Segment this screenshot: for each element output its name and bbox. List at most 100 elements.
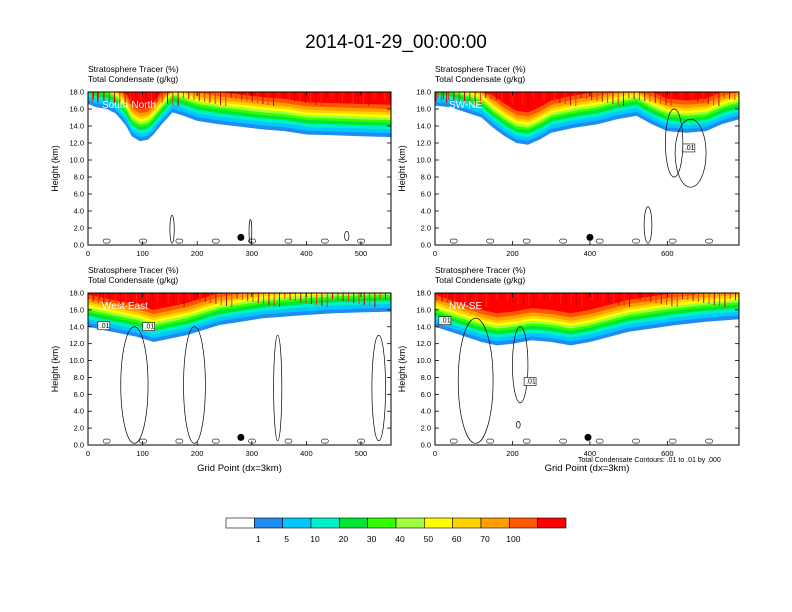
x-tick-label: 600 xyxy=(661,449,674,458)
condensate-contour xyxy=(512,326,529,404)
panel-subtitle-line: Stratosphere Tracer (%) xyxy=(88,64,179,74)
condensate-contour-small xyxy=(632,238,640,244)
condensate-contour-small xyxy=(522,238,531,244)
x-tick-label: 300 xyxy=(246,449,259,458)
condensate-contour-small xyxy=(668,438,677,444)
axes-frame xyxy=(87,91,392,246)
y-tick-label: 2.0 xyxy=(74,224,84,233)
condensate-contour-small xyxy=(449,438,458,444)
contour-label: .01 xyxy=(100,323,110,330)
condensate-contour-small xyxy=(559,238,567,244)
y-tick-label: 8.0 xyxy=(421,373,431,382)
tracer-band-11 xyxy=(435,92,739,113)
colorbar-box xyxy=(424,517,453,529)
condensate-contour-small xyxy=(595,238,604,244)
condensate-contour xyxy=(371,334,386,442)
y-tick-label: 14.0 xyxy=(416,122,431,131)
y-tick-label: 8.0 xyxy=(74,373,84,382)
y-tick-label: 14.0 xyxy=(69,122,84,131)
x-tick-label: 100 xyxy=(136,449,149,458)
x-tick-label: 500 xyxy=(355,449,368,458)
location-marker xyxy=(237,433,245,441)
location-marker xyxy=(586,233,594,241)
section-label: South-North xyxy=(102,100,156,111)
y-tick-label: 2.0 xyxy=(74,424,84,433)
colorbar-box xyxy=(225,517,255,529)
y-tick-label: 14.0 xyxy=(416,322,431,331)
contour-label-box xyxy=(142,322,155,331)
contour-label: .01 xyxy=(145,324,155,331)
x-axis-label: Grid Point (dx=3km) xyxy=(197,463,282,474)
condensate-contour-small xyxy=(321,238,329,244)
panel-4: .01 .01 0.0 2.0 4.0 6.0 8.0 10.0 12.0 14.0 16.0 18.… xyxy=(397,265,740,474)
panel-1: 0.0 2.0 4.0 6.0 8.0 10.0 12.0 14.0 16.0 18.0 0 100 2… xyxy=(50,64,392,258)
condensate-contour xyxy=(273,334,283,442)
tracer-band-11 xyxy=(88,92,391,109)
x-tick-label: 0 xyxy=(86,449,90,458)
plot-area xyxy=(435,92,739,245)
condensate-contour-small xyxy=(449,238,458,244)
y-tick-label: 18.0 xyxy=(69,289,84,298)
colorbar-box xyxy=(310,517,340,529)
colorbar-box xyxy=(537,517,567,529)
y-tick-label: 16.0 xyxy=(416,105,431,114)
condensate-contour xyxy=(515,421,521,429)
section-label: SW-NE xyxy=(449,100,482,111)
y-tick-label: 10.0 xyxy=(69,356,84,365)
figure-title: 2014-01-29_00:00:00 xyxy=(305,32,487,53)
y-tick-label: 4.0 xyxy=(421,407,431,416)
condensate-contour xyxy=(120,326,149,444)
colorbar-box xyxy=(339,517,368,529)
condensate-contour-small xyxy=(284,438,293,444)
x-tick-label: 200 xyxy=(506,449,519,458)
y-tick-label: 10.0 xyxy=(416,156,431,165)
y-tick-label: 18.0 xyxy=(416,289,431,298)
panel-subtitle-line: Total Condensate (g/kg) xyxy=(435,275,525,285)
colorbar-box xyxy=(254,517,283,529)
colorbar-label: 30 xyxy=(367,534,377,544)
panel-3: .01 .01 0.0 2.0 4.0 6.0 8.0 10.0 12.0 14.0 16.0 18.… xyxy=(50,265,392,474)
colorbar-label: 40 xyxy=(395,534,405,544)
contour-label: .01 xyxy=(526,379,536,386)
y-tick-label: 6.0 xyxy=(74,190,84,199)
y-tick-label: 14.0 xyxy=(69,322,84,331)
condensate-contour xyxy=(457,317,494,444)
y-tick-label: 4.0 xyxy=(74,207,84,216)
colorbar-box xyxy=(452,517,482,529)
plot-area xyxy=(435,293,739,445)
colorbar-label: 60 xyxy=(452,534,462,544)
y-axis-label: Height (km) xyxy=(397,145,407,192)
contour-note: Total Condensate Contours: .01 to .01 by… xyxy=(578,457,721,464)
colorbar-box xyxy=(282,517,312,529)
y-tick-label: 10.0 xyxy=(69,156,84,165)
y-tick-label: 0.0 xyxy=(421,241,431,250)
y-tick-label: 6.0 xyxy=(421,390,431,399)
colorbar-box xyxy=(509,517,538,529)
x-tick-label: 100 xyxy=(136,249,149,258)
y-tick-label: 16.0 xyxy=(416,305,431,314)
colorbar: 1 5 10 20 30 40 50 60 70 100 xyxy=(225,517,567,544)
x-axis-label: Grid Point (dx=3km) xyxy=(545,463,630,474)
y-axis-label: Height (km) xyxy=(50,145,60,192)
colorbar-label: 100 xyxy=(506,534,520,544)
x-tick-label: 600 xyxy=(661,249,674,258)
condensate-contour-small xyxy=(632,438,640,444)
x-tick-label: 400 xyxy=(584,249,597,258)
x-tick-label: 400 xyxy=(300,249,313,258)
condensate-contour-small xyxy=(175,438,184,444)
contour-label-box xyxy=(682,143,696,153)
colorbar-box xyxy=(395,517,425,529)
colorbar-label: 5 xyxy=(284,534,289,544)
condensate-contour xyxy=(665,108,684,178)
axes-frame xyxy=(87,292,392,446)
panel-subtitle-line: Stratosphere Tracer (%) xyxy=(435,265,526,275)
panel-subtitle-line: Total Condensate (g/kg) xyxy=(88,74,178,84)
location-marker xyxy=(584,433,592,441)
tracer-band-11 xyxy=(88,293,391,310)
colorbar-label: 20 xyxy=(339,534,349,544)
y-axis-label: Height (km) xyxy=(397,346,407,393)
y-tick-label: 18.0 xyxy=(69,88,84,97)
condensate-contour-small xyxy=(559,438,567,444)
condensate-contour xyxy=(674,118,707,188)
y-tick-label: 2.0 xyxy=(421,224,431,233)
